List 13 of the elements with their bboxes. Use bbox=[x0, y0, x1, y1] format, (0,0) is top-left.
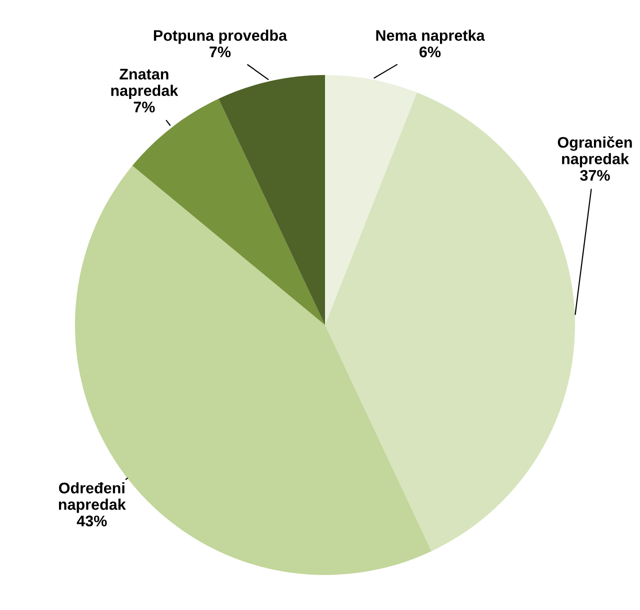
slice-label: Potpuna provedba bbox=[154, 30, 288, 44]
slice-label: Nema napretka bbox=[376, 30, 485, 44]
data-label: 6% bbox=[420, 46, 441, 58]
data-label: 37% bbox=[580, 170, 610, 181]
slice-label: Određeni napredak bbox=[58, 482, 126, 513]
pie-slice bbox=[132, 98, 325, 325]
data-label: 43% bbox=[76, 516, 107, 526]
slice-label: Znatan napredak bbox=[111, 68, 178, 100]
pie-slice bbox=[218, 75, 325, 325]
data-label: 7% bbox=[210, 46, 231, 58]
data-label: 7% bbox=[134, 102, 155, 112]
slice-label: Ograničen napredak bbox=[558, 136, 632, 168]
pie-slice bbox=[325, 75, 418, 325]
